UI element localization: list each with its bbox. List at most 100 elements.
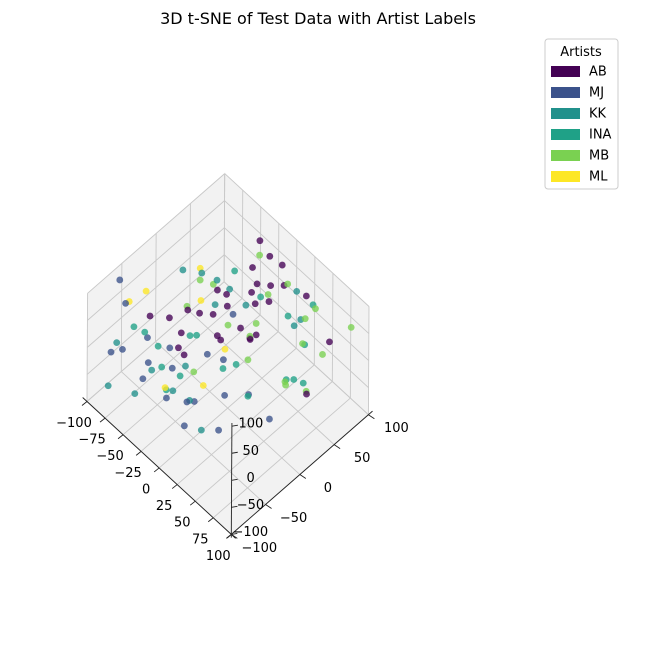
point-mb: [264, 291, 272, 298]
point-ab: [246, 336, 254, 343]
point-ab: [184, 306, 192, 314]
point-mj: [166, 344, 174, 352]
point-ml: [221, 345, 229, 353]
z-tick-label: 0: [246, 471, 254, 486]
legend-label-ina: INA: [589, 128, 612, 143]
point-ina: [232, 361, 240, 368]
legend: Artists AB MJ KK INA MB ML: [544, 38, 619, 190]
z-tick-mark: [231, 532, 238, 535]
point-ina: [193, 331, 201, 339]
x-tick-label: 75: [192, 532, 209, 547]
point-ab: [146, 312, 154, 320]
z-tick-label: −100: [232, 525, 268, 540]
legend-swatch-ina: [551, 129, 580, 140]
point-ina: [154, 342, 162, 350]
point-ml: [142, 287, 150, 295]
point-ina: [158, 363, 166, 371]
point-ab: [251, 300, 259, 308]
point-ina: [231, 267, 239, 275]
point-kk: [293, 288, 301, 295]
point-kk: [197, 426, 205, 434]
point-mb: [319, 351, 326, 358]
grid-line-z: [87, 227, 225, 348]
x-tick-mark: [81, 401, 88, 406]
x-tick-mark: [189, 500, 196, 506]
x-tick-mark: [99, 417, 106, 423]
point-kk: [113, 339, 121, 347]
z-tick-mark: [231, 424, 238, 427]
point-ab: [267, 282, 275, 290]
point-mb: [347, 324, 355, 331]
y-tick-mark: [265, 504, 272, 509]
grid-line-z: [87, 173, 225, 294]
point-mb: [196, 276, 204, 284]
point-kk: [198, 269, 206, 277]
point-mj: [221, 392, 229, 399]
point-ab: [249, 264, 256, 271]
point-mb: [312, 305, 319, 313]
y-tick-mark: [299, 474, 307, 479]
point-ab: [278, 261, 286, 269]
point-kk: [182, 362, 189, 370]
point-mb: [301, 315, 309, 323]
y-tick-label: 100: [384, 421, 409, 436]
point-mb: [244, 356, 252, 364]
grid-line-z: [224, 200, 370, 334]
point-ml: [199, 382, 207, 389]
legend-label-kk: KK: [589, 107, 607, 122]
point-mj: [219, 356, 227, 364]
point-ina: [290, 376, 298, 383]
grid-line-y: [120, 371, 266, 505]
point-ab: [303, 390, 310, 398]
x-tick-label: −25: [114, 466, 141, 481]
x-tick-mark: [226, 534, 232, 539]
point-mb: [256, 251, 264, 259]
point-ml: [161, 384, 169, 392]
point-ab: [223, 290, 230, 298]
data-points: [104, 237, 355, 434]
y-tick-label: 50: [354, 451, 371, 466]
x-tick-mark: [117, 434, 124, 440]
point-kk: [148, 366, 156, 374]
point-mb: [224, 321, 232, 329]
z-tick-mark: [231, 451, 238, 454]
legend-title: Artists: [560, 45, 602, 60]
legend-swatch-mj: [551, 87, 580, 98]
point-ab: [237, 324, 244, 332]
point-mj: [139, 375, 147, 383]
x-tick-label: 0: [142, 482, 150, 497]
point-ina: [257, 293, 265, 301]
point-ab: [175, 344, 182, 352]
point-ina: [219, 365, 227, 372]
point-ab: [252, 331, 260, 339]
point-mj: [168, 364, 176, 372]
point-mb: [252, 320, 260, 327]
point-ab: [209, 310, 217, 318]
point-ab: [214, 286, 221, 294]
point-kk: [179, 266, 187, 274]
z-tick-mark: [231, 478, 238, 481]
point-ab: [265, 298, 273, 305]
point-ina: [130, 323, 138, 331]
point-ab: [256, 237, 264, 245]
point-ab: [326, 338, 333, 346]
point-mj: [116, 276, 124, 284]
z-tick-label: 50: [242, 444, 259, 459]
point-ab: [217, 336, 225, 344]
point-kk: [131, 390, 139, 398]
legend-items: AB MJ KK INA MB ML: [551, 65, 612, 185]
point-ina: [284, 312, 292, 320]
point-kk: [213, 276, 221, 284]
y-tick-mark: [368, 414, 375, 420]
point-ina: [299, 379, 307, 387]
point-mb: [282, 381, 290, 389]
chart-title: 3D t-SNE of Test Data with Artist Labels: [160, 9, 476, 28]
point-mj: [266, 415, 273, 423]
point-mj: [163, 394, 170, 402]
legend-label-mb: MB: [589, 149, 609, 164]
point-mj: [107, 348, 115, 356]
point-mj: [180, 422, 188, 430]
point-mb: [284, 280, 292, 288]
legend-swatch-kk: [551, 108, 580, 119]
